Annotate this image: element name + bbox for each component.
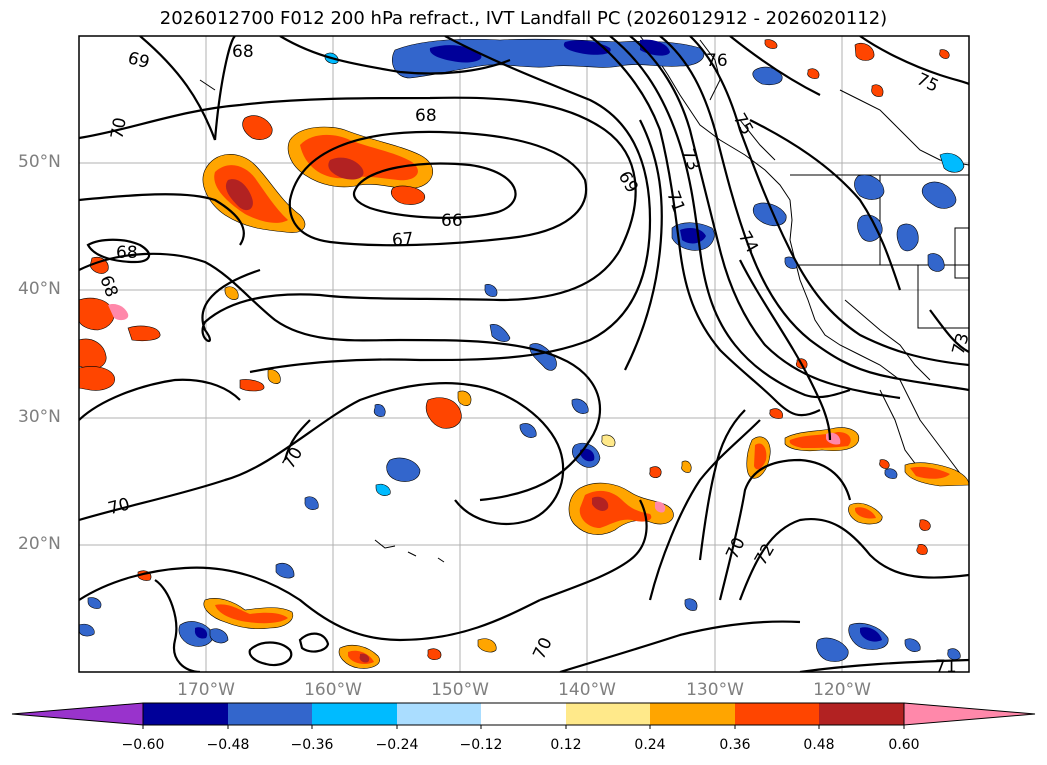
colorbar-label: 0.60: [888, 737, 920, 753]
lon-tick-label: 160°W: [304, 680, 362, 700]
colorbar-swatch: [143, 703, 228, 725]
colorbar: [11, 702, 1036, 729]
contour-label: 70: [107, 116, 130, 141]
lat-tick-label: 20°N: [18, 534, 61, 554]
contour-label: 76: [706, 51, 728, 71]
lon-tick-label: 170°W: [177, 680, 235, 700]
map-area: 69 68 70 68 66 67 68 68 69 71 73 74 75 7…: [79, 36, 974, 677]
colorbar-swatch: [312, 703, 397, 725]
lon-tick-label: 150°W: [431, 680, 489, 700]
colorbar-label: −0.12: [459, 737, 503, 753]
contour-label: 68: [116, 243, 138, 263]
colorbar-extend-right: [903, 702, 1036, 726]
contour-label: 67: [391, 229, 414, 251]
colorbar-label: 0.48: [803, 737, 835, 753]
colorbar-label: 0.24: [634, 737, 666, 753]
contour-label: 66: [441, 211, 463, 231]
coastlines: [199, 36, 969, 563]
lon-tick-label: 120°W: [813, 680, 871, 700]
colorbar-swatch: [566, 703, 650, 725]
contour-lines: [79, 36, 969, 672]
colorbar-swatch: [228, 703, 312, 725]
colorbar-label: 0.12: [550, 737, 582, 753]
colorbar-label: −0.24: [375, 737, 419, 753]
colorbar-label: 0.36: [719, 737, 751, 753]
colorbar-swatch: [735, 703, 819, 725]
lon-tick-label: 140°W: [558, 680, 616, 700]
colorbar-label: −0.60: [121, 737, 165, 753]
colorbar-label: −0.36: [290, 737, 334, 753]
map-title: 2026012700 F012 200 hPa refract., IVT La…: [159, 8, 888, 29]
lat-tick-label: 30°N: [18, 407, 61, 427]
contour-label: 73: [949, 331, 974, 357]
colorbar-swatch: [650, 703, 735, 725]
contour-label: 68: [415, 106, 437, 126]
colorbar-swatch: [819, 703, 904, 725]
colorbar-swatch: [481, 703, 566, 725]
positive-anomaly-fields: [79, 39, 969, 669]
contour-label: 71: [935, 657, 957, 677]
colorbar-extend-left: [11, 702, 144, 726]
map-frame: [78, 35, 970, 673]
colorbar-label: −0.48: [206, 737, 250, 753]
contour-label: 68: [232, 42, 254, 62]
lon-tick-label: 130°W: [686, 680, 744, 700]
lat-tick-label: 50°N: [18, 152, 61, 172]
colorbar-swatch: [397, 703, 481, 725]
lat-tick-label: 40°N: [18, 279, 61, 299]
